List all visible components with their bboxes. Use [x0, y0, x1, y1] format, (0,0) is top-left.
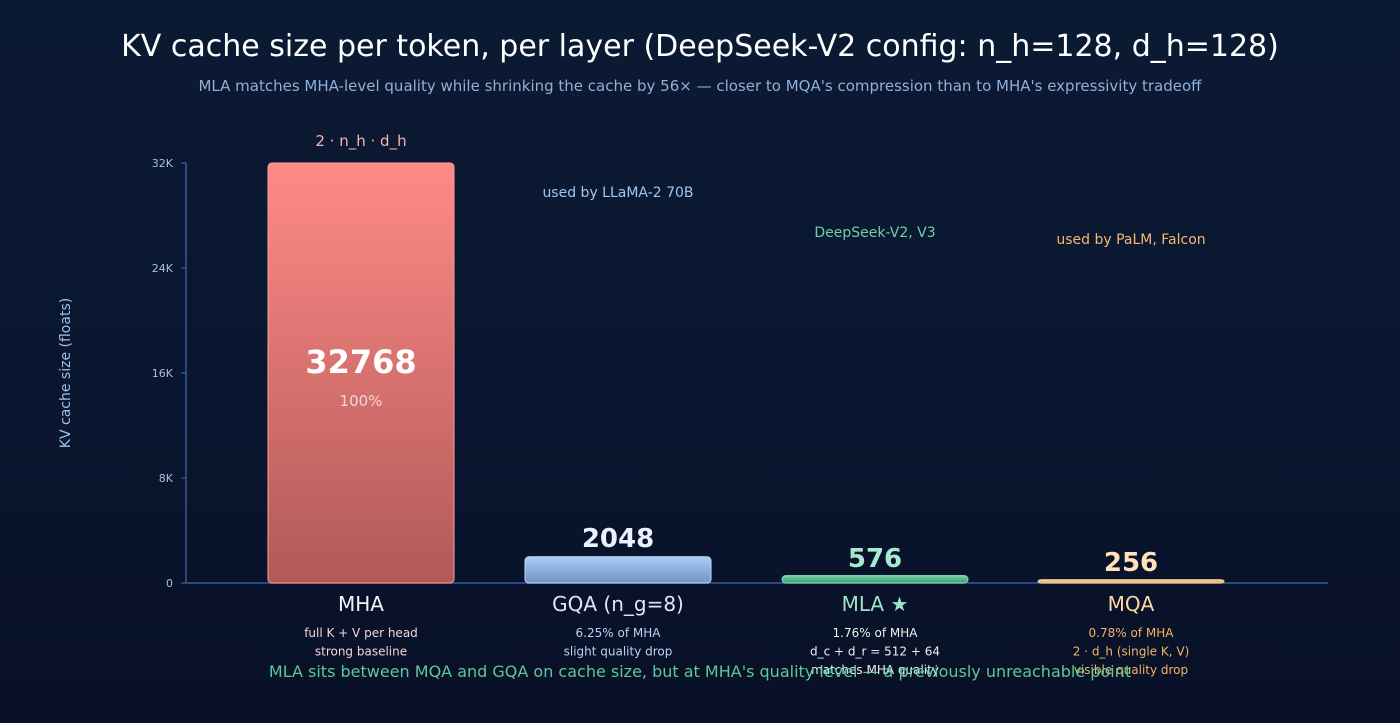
bar-detail-line: 1.76% of MHA [833, 626, 919, 640]
bar-detail-line: full K + V per head [304, 626, 418, 640]
bar-percent-label: 100% [340, 392, 383, 410]
x-category-label: MHA [338, 592, 384, 616]
bar-usage-note: used by PaLM, Falcon [1056, 232, 1205, 248]
chart-subtitle: MLA matches MHA-level quality while shri… [198, 77, 1202, 95]
bar-detail-line: slight quality drop [564, 645, 673, 659]
bar-labels: 32768 100% 2 · n_h · d_h MHA full K + V per … [304, 132, 1205, 677]
bar-value-label: 2048 [582, 524, 654, 554]
bar-detail-line: strong baseline [315, 645, 407, 659]
bar-detail-line: 6.25% of MHA [576, 626, 662, 640]
bar-detail-line: matches MHA quality [811, 663, 939, 677]
bar-value-label: 32768 [305, 343, 416, 381]
x-category-label: GQA (n_g=8) [552, 592, 684, 616]
bar-usage-note: used by LLaMA-2 70B [542, 185, 693, 201]
bar-usage-note: DeepSeek-V2, V3 [814, 225, 935, 241]
bar-detail-line: 0.78% of MHA [1089, 626, 1175, 640]
y-tick-label: 16K [152, 367, 174, 380]
bar-mha [267, 162, 455, 584]
bar-detail-line: 2 · d_h (single K, V) [1073, 645, 1190, 659]
y-tick-label: 32K [152, 157, 174, 170]
bar-formula-annotation: 2 · n_h · d_h [315, 132, 406, 151]
y-tick-label: 0 [166, 577, 173, 590]
y-axis-label: KV cache size (floats) [58, 298, 74, 448]
bar-value-label: 576 [848, 544, 902, 574]
bar-detail-line: visible quality drop [1074, 663, 1188, 677]
chart-title: KV cache size per token, per layer (Deep… [121, 29, 1279, 64]
x-category-label: MQA [1108, 592, 1155, 616]
bars [267, 162, 1225, 584]
footer-note: MLA sits between MQA and GQA on cache si… [269, 662, 1131, 681]
bar-mqa [1037, 579, 1225, 584]
bar-gqa-n-g-8 [524, 556, 712, 584]
bar-mla [781, 575, 969, 584]
bar-value-label: 256 [1104, 548, 1158, 578]
y-tick-label: 24K [152, 262, 174, 275]
x-category-label: MLA ★ [842, 592, 909, 616]
bar-detail-line: d_c + d_r = 512 + 64 [810, 645, 940, 659]
y-tick-label: 8K [159, 472, 174, 485]
